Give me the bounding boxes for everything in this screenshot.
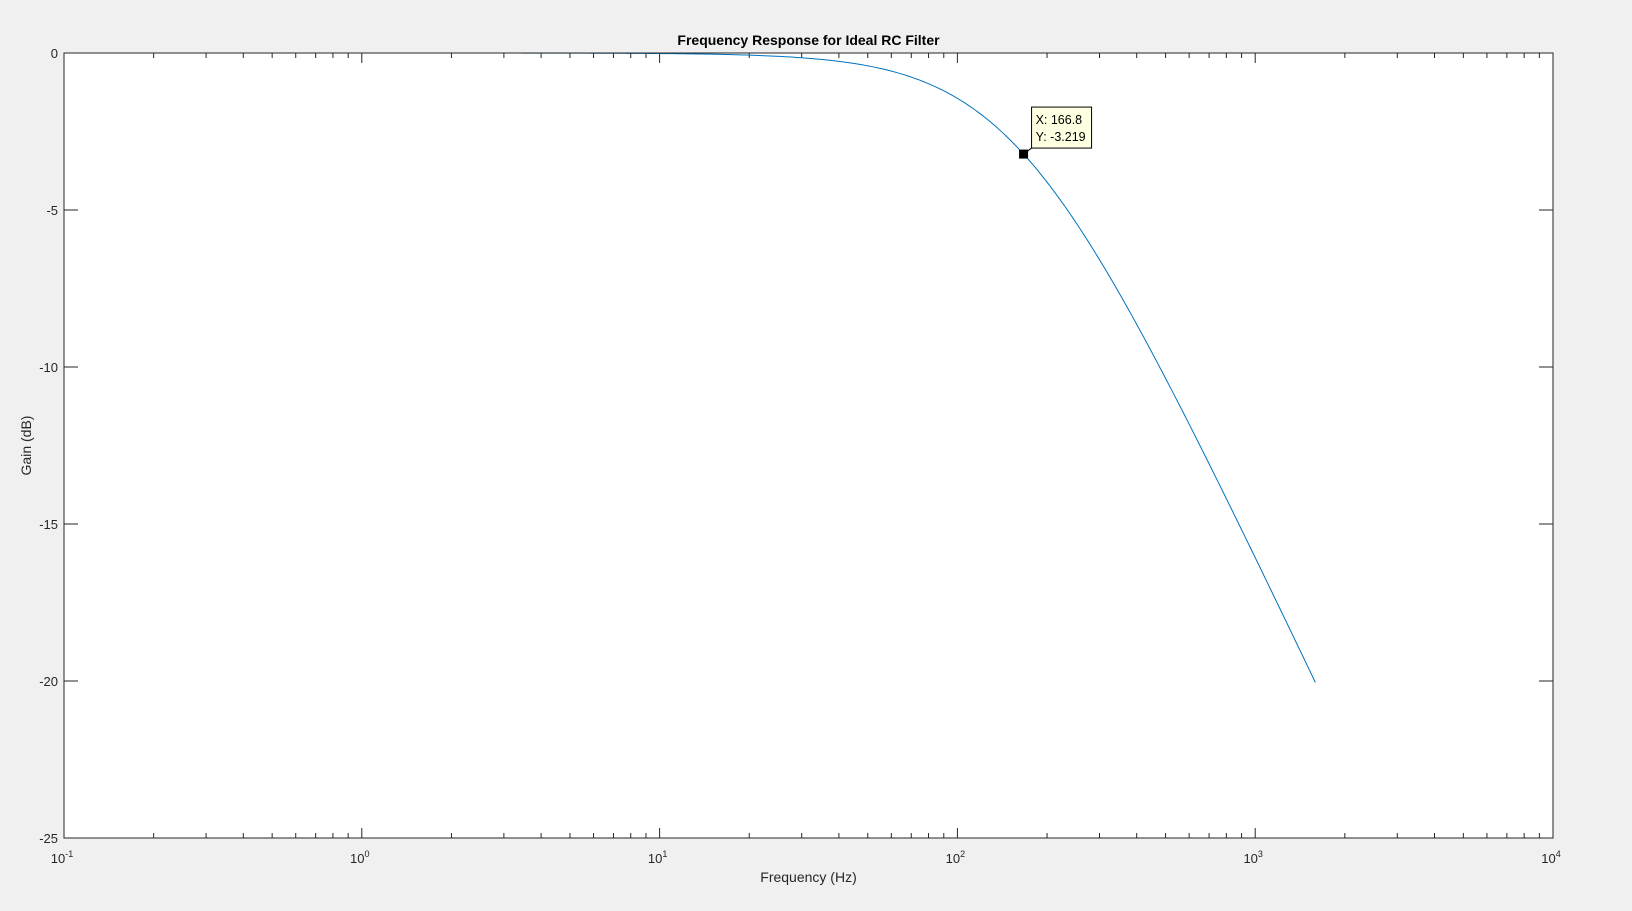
- y-tick-label: -15: [39, 517, 58, 532]
- axes-background: [64, 53, 1553, 838]
- x-tick-label: 100: [350, 849, 369, 866]
- data-tip-y-value: Y: -3.219: [1036, 130, 1086, 144]
- x-tick-label: 104: [1541, 849, 1560, 866]
- y-tick-label: -10: [39, 360, 58, 375]
- y-tick-label: -25: [39, 831, 58, 846]
- x-tick-label: 102: [946, 849, 965, 866]
- data-tip-marker[interactable]: [1019, 149, 1029, 159]
- x-tick-exponent: -1: [65, 849, 73, 859]
- x-tick-exponent: 1: [662, 849, 667, 859]
- y-axis-label: Gain (dB): [18, 416, 34, 476]
- y-tick-label: -5: [46, 203, 58, 218]
- x-tick-exponent: 4: [1556, 849, 1561, 859]
- x-tick-label: 103: [1243, 849, 1262, 866]
- y-tick-label: -20: [39, 674, 58, 689]
- data-tip-box[interactable]: [1031, 106, 1093, 149]
- chart-title: Frequency Response for Ideal RC Filter: [677, 32, 940, 48]
- x-tick-exponent: 2: [960, 849, 965, 859]
- data-tip[interactable]: X: 166.8 Y: -3.219: [1019, 106, 1093, 159]
- x-tick-label: 101: [648, 849, 667, 866]
- x-tick-label: 10-1: [51, 849, 73, 866]
- y-tick-label: 0: [51, 46, 58, 61]
- x-tick-exponent: 0: [365, 849, 370, 859]
- axes-box: [63, 52, 1554, 839]
- x-tick-exponent: 3: [1258, 849, 1263, 859]
- x-axis-label: Frequency (Hz): [760, 869, 856, 885]
- data-tip-x-value: X: 166.8: [1036, 113, 1083, 127]
